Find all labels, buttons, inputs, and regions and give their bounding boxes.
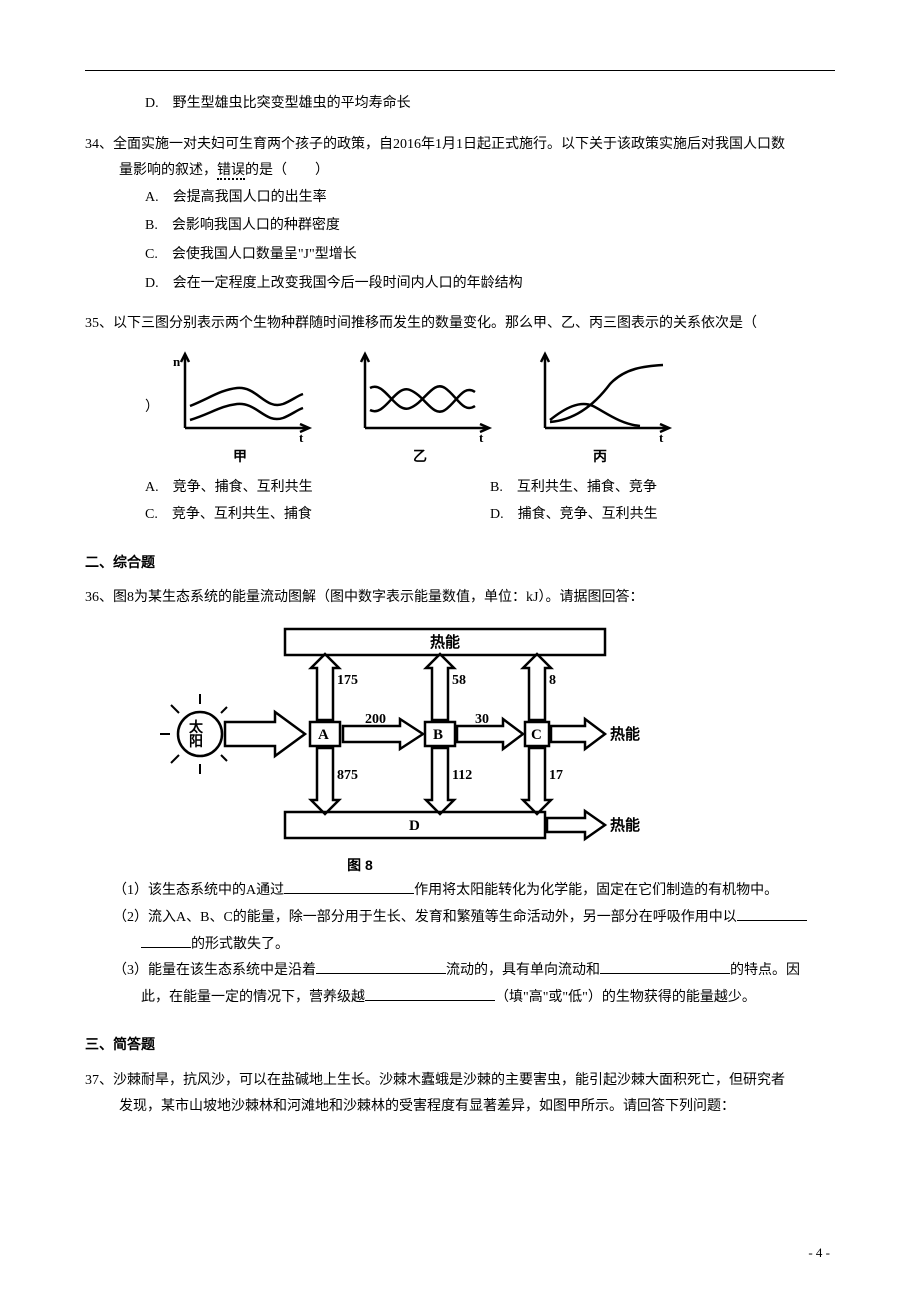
section-3-heading: 三、简答题 — [85, 1033, 835, 1060]
q36-sub2-cont: 的形式散失了。 — [85, 932, 835, 959]
val-a-down: 875 — [337, 768, 358, 783]
section-2-heading: 二、综合题 — [85, 551, 835, 578]
chart-bing-svg: t — [525, 348, 675, 443]
q36-sub3-d: 此，在能量一定的情况下，营养级越 — [141, 990, 365, 1005]
energy-flow-diagram: 太 阳 热能 A B C D 热能 热能 175 58 8 200 30 875… — [155, 624, 655, 844]
chart-yi-label: 乙 — [345, 443, 495, 470]
q35-option-a: A. 竞争、捕食、互利共生 — [145, 475, 490, 502]
q36-number: 36、 — [85, 590, 113, 605]
chart-jia-ylabel: n — [173, 354, 181, 369]
chart-bing-label: 丙 — [525, 443, 675, 470]
q34-option-c: C. 会使我国人口数量呈"J"型增长 — [85, 242, 835, 269]
node-c-label: C — [531, 727, 542, 743]
val-b-down: 112 — [452, 768, 472, 783]
sun-label-1: 太 — [189, 719, 204, 736]
val-a-up: 175 — [337, 673, 358, 688]
q36: 36、图8为某生态系统的能量流动图解（图中数字表示能量数值，单位：kJ）。请据图… — [85, 585, 835, 1011]
q36-sub1: （1）该生态系统中的A通过 作用将太阳能转化为化学能，固定在它们制造的有机物中。 — [85, 878, 835, 905]
val-c-down: 17 — [549, 768, 563, 783]
q36-stem: 图8为某生态系统的能量流动图解（图中数字表示能量数值，单位：kJ）。请据图回答： — [113, 590, 643, 605]
q35-number: 35、 — [85, 316, 113, 331]
q37: 37、沙棘耐旱，抗风沙，可以在盐碱地上生长。沙棘木蠹蛾是沙棘的主要害虫，能引起沙… — [85, 1068, 835, 1121]
page-top-rule — [85, 70, 835, 71]
q36-caption: 图 8 — [85, 852, 565, 879]
blank — [365, 985, 495, 1000]
q36-sub3-b: 流动的，具有单向流动和 — [446, 963, 600, 978]
chart-jia-label: 甲 — [165, 443, 315, 470]
blank — [284, 879, 414, 894]
node-d-label: D — [409, 818, 420, 834]
page-number: - 4 - — [808, 1241, 830, 1266]
sun-label-2: 阳 — [189, 734, 203, 750]
chart-jia-xlabel: t — [299, 430, 304, 443]
chart-jia: n t 甲 — [165, 348, 315, 470]
q36-sub3: （3）能量在该生态系统中是沿着 流动的，具有单向流动和 的特点。因 — [85, 958, 835, 985]
q33-option-d: D. 野生型雄虫比突变型雄虫的平均寿命长 — [85, 91, 835, 118]
q34-option-a: A. 会提高我国人口的出生率 — [85, 185, 835, 212]
q36-sub2: （2）流入A、B、C的能量，除一部分用于生长、发育和繁殖等生命活动外，另一部分在… — [85, 905, 835, 932]
blank — [316, 959, 446, 974]
blank — [600, 959, 730, 974]
q34-stem-line2b: 的是（ ） — [245, 163, 329, 178]
q36-sub3-cont: 此，在能量一定的情况下，营养级越 （填"高"或"低"）的生物获得的能量越少。 — [85, 985, 835, 1012]
heat-right-label: 热能 — [610, 725, 640, 743]
q37-number: 37、 — [85, 1073, 113, 1088]
q35: 35、以下三图分别表示两个生物种群随时间推移而发生的数量变化。那么甲、乙、丙三图… — [85, 311, 835, 528]
heat-top-label: 热能 — [430, 633, 460, 651]
q34-option-d: D. 会在一定程度上改变我国今后一段时间内人口的年龄结构 — [85, 271, 835, 298]
chart-yi-xlabel: t — [479, 430, 484, 443]
q35-close-paren: ） — [145, 395, 159, 422]
q36-sub3-c: 的特点。因 — [730, 963, 800, 978]
val-bc: 30 — [475, 712, 489, 727]
q35-option-d: D. 捕食、竞争、互利共生 — [490, 502, 835, 529]
val-ab: 200 — [365, 712, 386, 727]
q35-option-c: C. 竞争、互利共生、捕食 — [145, 502, 490, 529]
q34-stem-line1: 全面实施一对夫妇可生育两个孩子的政策，自2016年1月1日起正式施行。以下关于该… — [113, 137, 785, 152]
q36-sub1-b: 作用将太阳能转化为化学能，固定在它们制造的有机物中。 — [414, 883, 778, 898]
blank — [737, 906, 807, 921]
q35-option-b: B. 互利共生、捕食、竞争 — [490, 475, 835, 502]
q34-stem-line2a: 量影响的叙述， — [119, 163, 217, 178]
q36-sub2-b: 的形式散失了。 — [191, 937, 289, 952]
q37-stem-l2: 发现，某市山坡地沙棘林和河滩地和沙棘林的受害程度有显著差异，如图甲所示。请回答下… — [119, 1099, 735, 1114]
q36-sub3-a: （3）能量在该生态系统中是沿着 — [113, 963, 316, 978]
chart-bing: t 丙 — [525, 348, 675, 470]
node-b-label: B — [433, 727, 443, 743]
q36-sub2-a: （2）流入A、B、C的能量，除一部分用于生长、发育和繁殖等生命活动外，另一部分在… — [113, 910, 737, 925]
q36-sub1-a: （1）该生态系统中的A通过 — [113, 883, 284, 898]
q36-diagram: 太 阳 热能 A B C D 热能 热能 175 58 8 200 30 875… — [85, 624, 835, 844]
val-c-up: 8 — [549, 673, 556, 688]
chart-jia-svg: n t — [165, 348, 315, 443]
blank — [141, 932, 191, 947]
q36-sub3-e: （填"高"或"低"）的生物获得的能量越少。 — [495, 990, 756, 1005]
q35-options: A. 竞争、捕食、互利共生 B. 互利共生、捕食、竞争 C. 竞争、互利共生、捕… — [85, 475, 835, 528]
chart-bing-xlabel: t — [659, 430, 664, 443]
q35-stem: 以下三图分别表示两个生物种群随时间推移而发生的数量变化。那么甲、乙、丙三图表示的… — [113, 316, 757, 331]
q34-option-b: B. 会影响我国人口的种群密度 — [85, 213, 835, 240]
chart-yi: t 乙 — [345, 348, 495, 470]
q34: 34、全面实施一对夫妇可生育两个孩子的政策，自2016年1月1日起正式施行。以下… — [85, 132, 835, 298]
q35-charts-row: ） n t 甲 — [85, 348, 835, 470]
q37-stem-l1: 沙棘耐旱，抗风沙，可以在盐碱地上生长。沙棘木蠹蛾是沙棘的主要害虫，能引起沙棘大面… — [113, 1073, 785, 1088]
q34-number: 34、 — [85, 137, 113, 152]
node-a-label: A — [318, 727, 329, 743]
q34-error-keyword: 错误 — [217, 163, 245, 180]
heat-d-label: 热能 — [610, 816, 640, 834]
chart-yi-svg: t — [345, 348, 495, 443]
val-b-up: 58 — [452, 673, 466, 688]
